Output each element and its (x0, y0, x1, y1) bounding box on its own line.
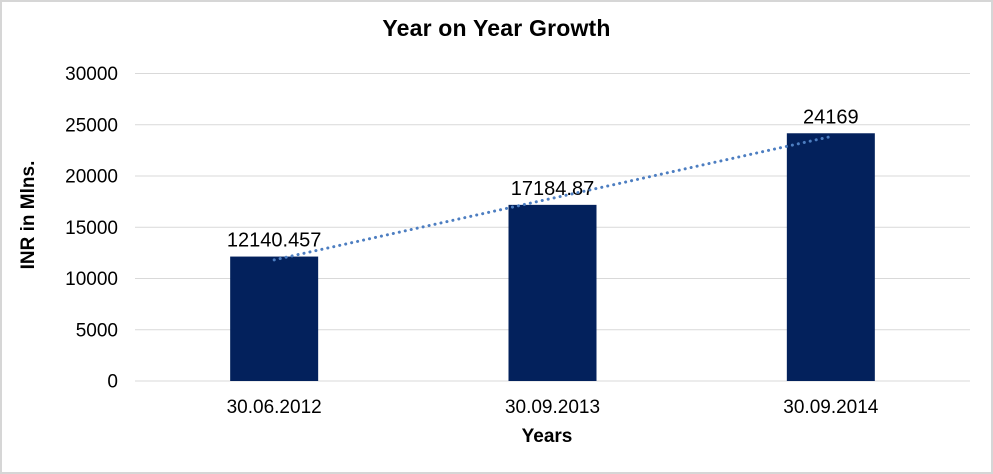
x-tick-label: 30.09.2013 (505, 397, 600, 418)
y-tick-label: 30000 (65, 64, 118, 85)
y-tick-label: 5000 (76, 320, 118, 341)
x-axis-title: Years (521, 426, 573, 447)
trendline (272, 135, 833, 262)
y-tick-label: 25000 (65, 115, 118, 136)
y-tick-label: 15000 (65, 218, 118, 239)
bar-value-label: 12140.457 (227, 230, 322, 252)
y-axis-title: INR in Mlns. (18, 160, 39, 270)
bar-value-label: 24169 (803, 106, 859, 128)
x-tick-label: 30.09.2014 (783, 397, 879, 418)
y-tick-label: 20000 (65, 167, 118, 188)
y-tick-label: 10000 (65, 269, 118, 290)
bar-value-label: 17184.87 (511, 178, 594, 200)
chart-title: Year on Year Growth (382, 15, 611, 41)
y-tick-label: 0 (107, 372, 118, 393)
bar (230, 256, 319, 381)
x-tick-label: 30.06.2012 (227, 397, 322, 418)
bar (786, 133, 875, 381)
bar (508, 204, 597, 381)
